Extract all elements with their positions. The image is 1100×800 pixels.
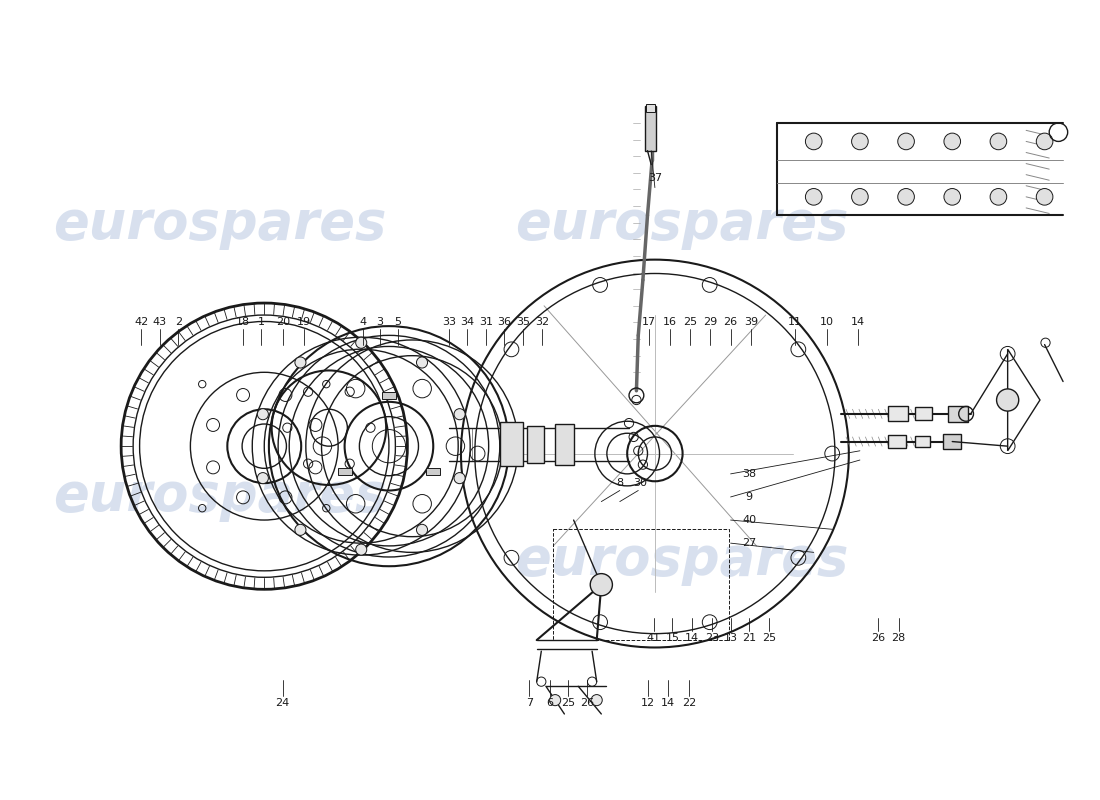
Bar — [426, 468, 440, 475]
Circle shape — [417, 524, 428, 535]
Text: 42: 42 — [134, 317, 148, 326]
Text: 4: 4 — [360, 317, 366, 326]
Circle shape — [997, 389, 1019, 411]
Circle shape — [944, 189, 960, 205]
Text: 41: 41 — [647, 634, 661, 643]
Text: 23: 23 — [705, 634, 719, 643]
Circle shape — [295, 357, 306, 368]
Bar — [645, 106, 656, 150]
Text: 29: 29 — [703, 317, 717, 326]
Bar — [646, 105, 654, 112]
Text: 14: 14 — [661, 698, 675, 708]
Text: 11: 11 — [789, 317, 802, 326]
Bar — [528, 426, 544, 462]
Circle shape — [257, 409, 268, 420]
Text: eurospares: eurospares — [53, 198, 387, 250]
Circle shape — [591, 694, 603, 706]
Text: 33: 33 — [442, 317, 456, 326]
Circle shape — [417, 357, 428, 368]
Circle shape — [990, 189, 1006, 205]
Text: 40: 40 — [742, 515, 756, 525]
Text: 25: 25 — [683, 317, 697, 326]
Bar — [915, 436, 931, 447]
Circle shape — [591, 574, 613, 596]
Text: 36: 36 — [497, 317, 512, 326]
Text: 9: 9 — [746, 492, 752, 502]
Circle shape — [898, 189, 914, 205]
Bar — [553, 530, 729, 640]
Text: 7: 7 — [526, 698, 532, 708]
Circle shape — [805, 189, 822, 205]
Circle shape — [355, 338, 366, 348]
Text: 26: 26 — [581, 698, 594, 708]
Text: 1: 1 — [258, 317, 265, 326]
Circle shape — [355, 544, 366, 555]
Text: 14: 14 — [851, 317, 865, 326]
Circle shape — [1036, 133, 1053, 150]
Text: 3: 3 — [376, 317, 383, 326]
Circle shape — [550, 694, 561, 706]
Text: 14: 14 — [685, 634, 698, 643]
Circle shape — [805, 133, 822, 150]
Text: 31: 31 — [478, 317, 493, 326]
Text: 17: 17 — [642, 317, 657, 326]
Text: 16: 16 — [662, 317, 676, 326]
Text: 25: 25 — [561, 698, 575, 708]
Text: 32: 32 — [536, 317, 549, 326]
Bar — [888, 435, 906, 448]
Text: 21: 21 — [742, 634, 756, 643]
Text: 22: 22 — [682, 698, 696, 708]
Bar — [499, 422, 522, 466]
Circle shape — [944, 133, 960, 150]
Circle shape — [851, 189, 868, 205]
Circle shape — [257, 473, 268, 484]
Text: 10: 10 — [820, 317, 834, 326]
Bar — [556, 424, 573, 465]
Text: 35: 35 — [516, 317, 530, 326]
Circle shape — [454, 409, 465, 420]
Text: 39: 39 — [744, 317, 758, 326]
Text: 13: 13 — [724, 634, 738, 643]
Circle shape — [1036, 189, 1053, 205]
Text: 28: 28 — [892, 634, 905, 643]
Text: 2: 2 — [175, 317, 182, 326]
Bar — [338, 468, 352, 475]
Text: 38: 38 — [742, 469, 756, 479]
Text: 34: 34 — [461, 317, 474, 326]
Text: 6: 6 — [546, 698, 553, 708]
Text: 26: 26 — [724, 317, 738, 326]
Bar — [382, 392, 396, 399]
Text: eurospares: eurospares — [515, 198, 849, 250]
Text: 24: 24 — [276, 698, 290, 708]
Text: 27: 27 — [742, 538, 756, 548]
Text: 12: 12 — [640, 698, 654, 708]
Text: 15: 15 — [666, 634, 680, 643]
Text: 8: 8 — [616, 478, 624, 488]
Text: eurospares: eurospares — [53, 470, 387, 522]
Text: 20: 20 — [276, 317, 289, 326]
Circle shape — [990, 133, 1006, 150]
Text: eurospares: eurospares — [515, 534, 849, 586]
Text: 18: 18 — [236, 317, 250, 326]
Bar — [915, 407, 932, 420]
Text: 5: 5 — [395, 317, 402, 326]
Circle shape — [454, 473, 465, 484]
Circle shape — [898, 133, 914, 150]
Circle shape — [851, 133, 868, 150]
Text: 30: 30 — [634, 478, 647, 488]
Text: 43: 43 — [153, 317, 167, 326]
Circle shape — [295, 524, 306, 535]
Bar — [947, 406, 968, 422]
Text: 25: 25 — [762, 634, 777, 643]
Text: 19: 19 — [297, 317, 311, 326]
Text: 26: 26 — [871, 634, 886, 643]
Bar — [943, 434, 961, 449]
Text: 37: 37 — [648, 174, 662, 183]
Bar — [888, 406, 907, 422]
